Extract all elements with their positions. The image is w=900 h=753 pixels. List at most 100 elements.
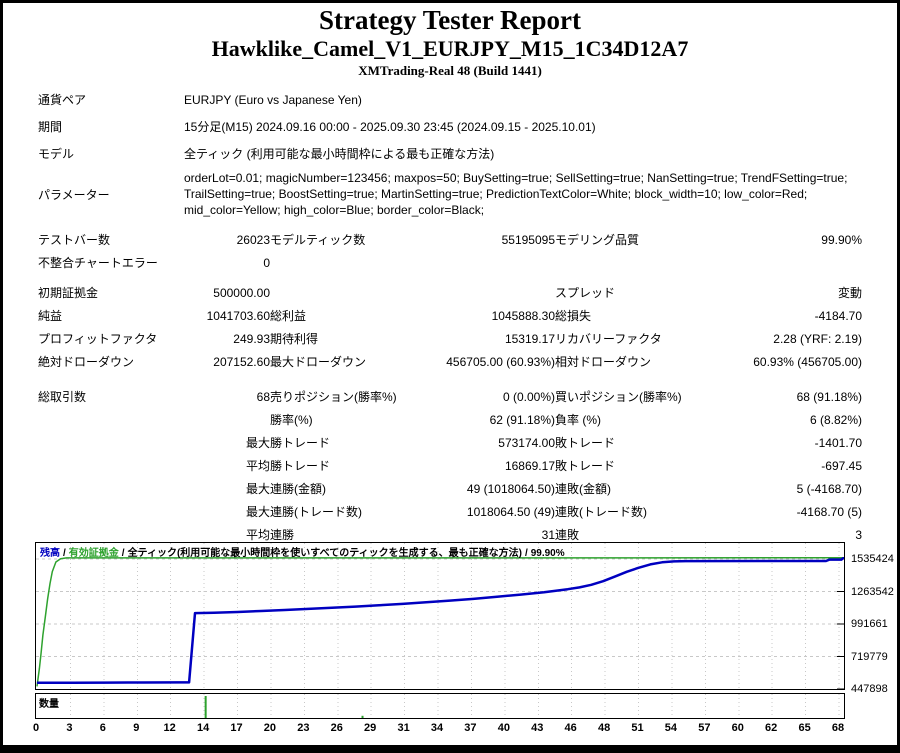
x-axis: 0 3 6 9 12 14 17 20 23 26 29 31 34 37 40 43 46 48 51 54 57 60… [33, 722, 845, 736]
stats-spacer-row [38, 221, 862, 228]
stats-cell-label: モデルティック数 [270, 233, 366, 247]
stats-row: 総取引数 68 売りポジション(勝率%) 0 (0.00%) 買いポジション(勝率%) 6… [38, 385, 862, 408]
volume-bar [361, 715, 364, 718]
stats-cell-label: 相対ドローダウン [555, 355, 652, 369]
stats-cell-label [38, 408, 184, 431]
legend-equity-label: 有効証拠金 [68, 548, 119, 559]
stats-cell-value [430, 281, 555, 304]
balance-equity-svg [36, 543, 844, 689]
stats-cell-label [38, 454, 184, 477]
stats-cell-value: -1401.70 [814, 435, 862, 450]
stats-cell-value: 68 (91.18%) [796, 389, 862, 404]
legend-model-label: 全ティック(利用可能な最小時間枠を使いすべてのティックを生成する、最も正確な方法… [127, 548, 522, 559]
stats-cell-label: 敗トレード [555, 459, 616, 473]
y-axis-label: 991661 [851, 618, 888, 630]
stats-cell-value: 62 (91.18%) [489, 412, 555, 427]
stats-cell-value: 1041703.60 [206, 308, 270, 323]
ea-name: Hawklike_Camel_V1_EURJPY_M15_1C34D12A7 [211, 36, 689, 61]
stats-cell-value: 16869.17 [504, 458, 555, 473]
legend-quality-label: 99.90% [530, 548, 565, 559]
volume-svg [69, 694, 840, 718]
x-axis-label: 14 [196, 722, 210, 734]
x-axis-label: 3 [66, 722, 73, 734]
stats-row: 最大 勝トレード 573174.00 敗トレード -1401.70 [38, 431, 862, 454]
y-axis-label: 719779 [851, 650, 888, 663]
stats-cell-value: -697.45 [821, 458, 862, 473]
stats-row: 通貨ペア EURJPY (Euro vs Japanese Yen) [38, 86, 862, 113]
y-axis: 1535424 1263542 991661 719779 447898 [850, 542, 899, 695]
stats-cell-value: 最大 [245, 482, 270, 496]
stats-cell-value: 2.28 (YRF: 2.19) [773, 331, 862, 346]
stats-cell-value: 平均 [245, 528, 270, 542]
x-axis-label: 51 [631, 722, 644, 734]
y-axis-label: 1535424 [851, 553, 894, 565]
stats-spacer-row [38, 373, 862, 385]
stats-cell-value: orderLot=0.01; magicNumber=123456; maxpo… [184, 171, 848, 217]
stats-row: 最大 連勝(トレード数) 1018064.50 (49) 連敗(トレード数) -4168… [38, 500, 862, 523]
stats-cell-label: 連勝(金額) [270, 482, 326, 496]
stats-cell-value: 99.90% [821, 232, 862, 247]
stats-cell-label: 連勝(トレード数) [270, 505, 362, 519]
x-axis-label: 6 [99, 722, 106, 734]
stats-cell-label: 売りポジション(勝率%) [270, 390, 397, 404]
stats-cell-label: 勝率(%) [270, 413, 313, 427]
stats-cell-label [38, 431, 184, 454]
x-axis-label: 48 [597, 722, 611, 734]
spacer-cell [38, 221, 862, 228]
stats-cell-value: 1045888.30 [491, 308, 555, 323]
stats-cell-label [270, 251, 430, 274]
stats-cell-value: 49 (1018064.50) [466, 481, 555, 496]
stats-row: プロフィットファクタ 249.93 期待利得 15319.17 リカバリーファクタ 2.2… [38, 327, 862, 350]
stats-cell-label: モデル [38, 147, 75, 161]
stats-cell-value: 60.93% (456705.00) [753, 354, 862, 369]
stats-row: 期間 15分足(M15) 2024.09.16 00:00 - 2025.09.3… [38, 113, 862, 140]
x-axis-label: 29 [364, 722, 377, 734]
stats-cell-label: テストバー数 [38, 233, 111, 247]
x-axis-label: 12 [163, 722, 176, 734]
stats-cell-label [38, 477, 184, 500]
stats-cell-value: -4168.70 (5) [796, 504, 862, 519]
stats-cell-value: 68 [256, 389, 270, 404]
stats-cell-value [184, 408, 270, 431]
legend-separator: / [524, 548, 528, 559]
stats-cell-label: 連敗(金額) [555, 482, 611, 496]
x-axis-label: 40 [497, 722, 510, 734]
stats-cell-label: パラメーター [38, 187, 110, 202]
stats-cell-label: モデリング品質 [555, 233, 640, 247]
stats-cell-label: 絶対ドローダウン [38, 355, 135, 369]
x-axis-label: 43 [531, 722, 544, 734]
stats-cell-value: 15319.17 [504, 331, 555, 346]
stats-cell-value: 1018064.50 (49) [466, 504, 555, 519]
stats-cell-value: 変動 [837, 286, 862, 300]
stats-cell-value: 456705.00 (60.93%) [446, 354, 555, 369]
stats-row: 純益 1041703.60 総利益 1045888.30 総損失 -4184.70 [38, 304, 862, 327]
stats-cell-label: スプレッド [555, 286, 616, 300]
stats-row: 平均 連勝 31 連敗 3 [38, 523, 862, 546]
stats-cell-value: 最大 [245, 436, 270, 450]
stats-cell-label: 通貨ペア [38, 93, 87, 107]
stats-row: テストバー数 26023 モデルティック数 55195095 モデリング品質 99.90% [38, 228, 862, 251]
stats-row: 平均 勝トレード 16869.17 敗トレード -697.45 [38, 454, 862, 477]
legend-balance-label: 残高 [40, 548, 60, 559]
stats-cell-label: 勝トレード [270, 436, 331, 450]
x-axis-label: 46 [564, 722, 577, 734]
stats-cell-label: 敗トレード [555, 436, 616, 450]
stats-cell-label: 初期証拠金 [38, 286, 99, 300]
stats-row: パラメーター orderLot=0.01; magicNumber=123456;… [38, 167, 862, 221]
chart-legend: 残高 / 有効証拠金 / 全ティック(利用可能な最小時間枠を使いすべてのティックを生成す… [40, 544, 565, 559]
x-axis-label: 68 [831, 722, 845, 734]
stats-cell-value [430, 251, 555, 274]
stats-cell-value: 249.93 [233, 331, 270, 346]
stats-cell-label: 買いポジション(勝率%) [555, 390, 682, 404]
x-axis-label: 9 [133, 722, 140, 734]
stats-cell-label: 連敗 [555, 528, 580, 542]
stats-cell-label: 負率 (%) [555, 413, 601, 427]
stats-row: モデル 全ティック (利用可能な最小時間枠による最も正確な方法) [38, 140, 862, 167]
stats-cell-value: 全ティック (利用可能な最小時間枠による最も正確な方法) [184, 147, 495, 161]
stats-cell-label [270, 281, 430, 304]
x-axis-label: 60 [731, 722, 744, 734]
stats-cell-value: 26023 [236, 232, 270, 247]
stats-cell-label: リカバリーファクタ [555, 332, 662, 346]
stats-row: 絶対ドローダウン 207152.60 最大ドローダウン 456705.00 (60.9… [38, 350, 862, 373]
